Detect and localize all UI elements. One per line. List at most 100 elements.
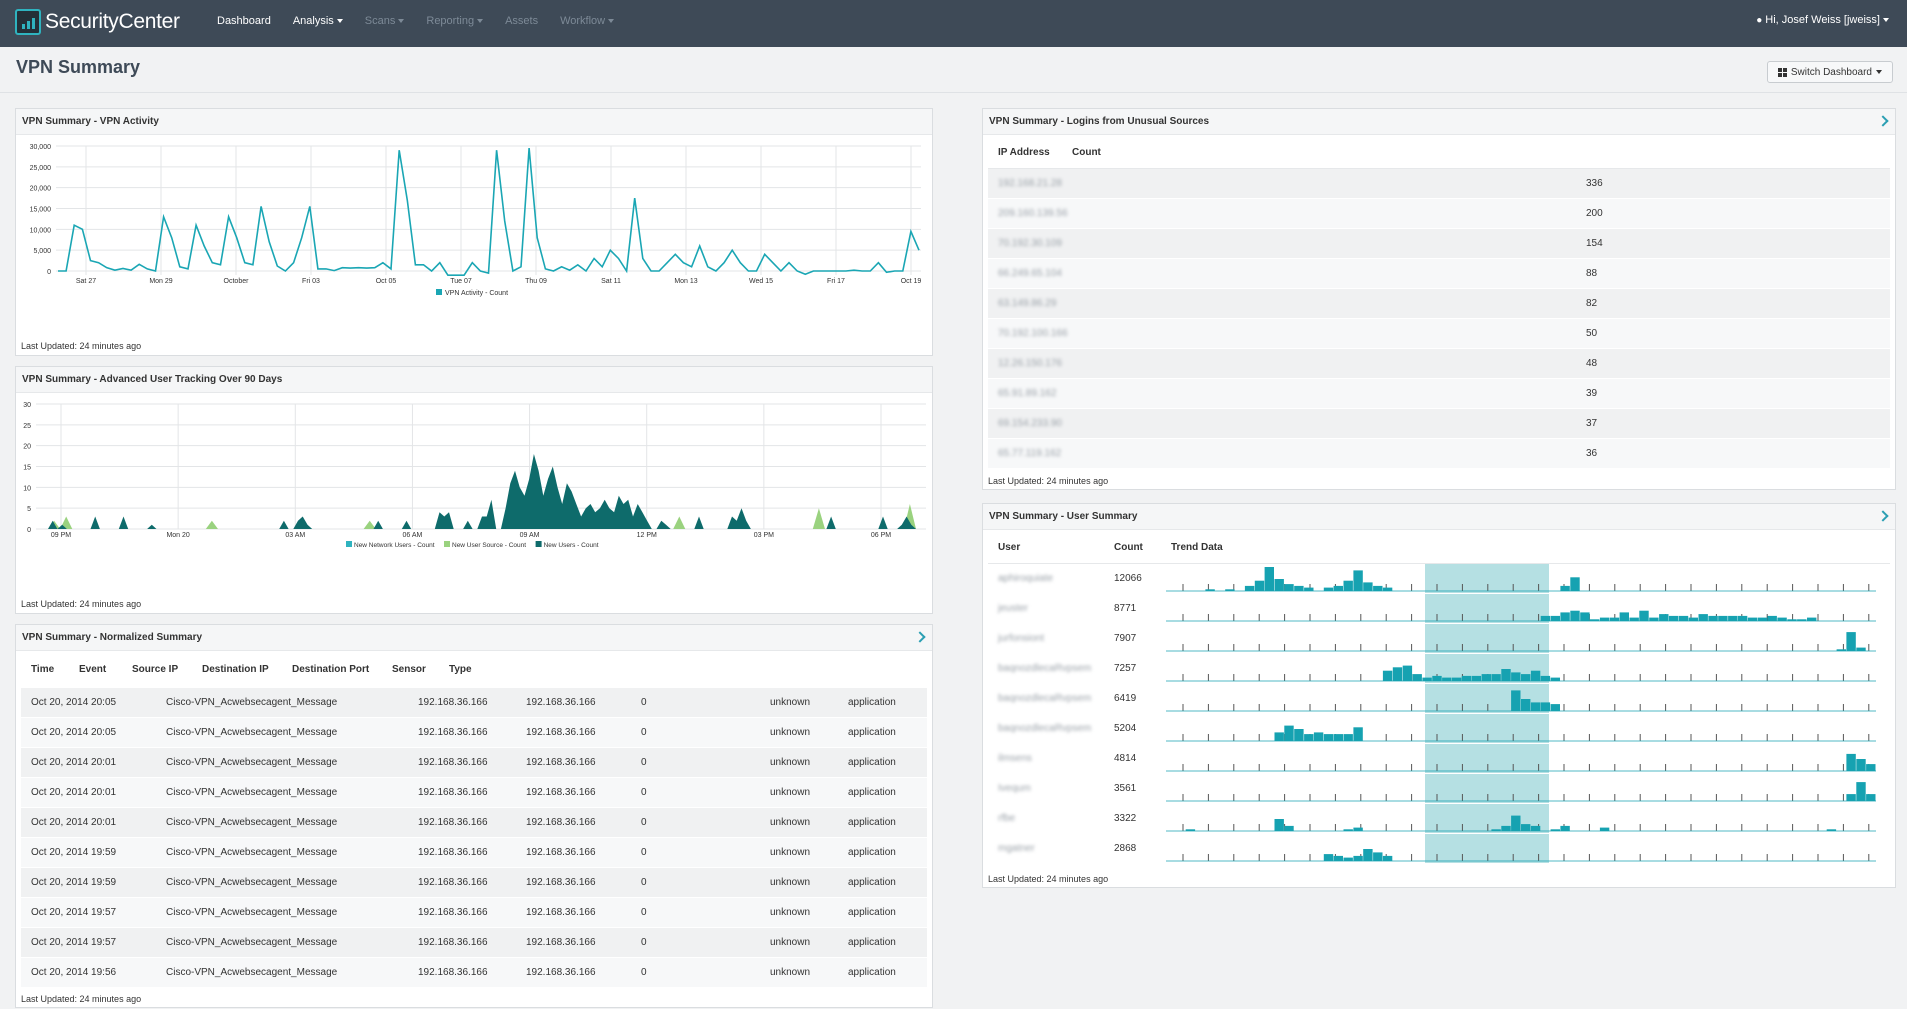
grid-icon	[1777, 67, 1787, 77]
col-trend-data[interactable]: Trend Data	[1171, 542, 1223, 553]
table-row[interactable]: Oct 20, 2014 19:59 Cisco-VPN_Acwebsecagen…	[21, 838, 927, 868]
user-cell: mgatner	[998, 843, 1035, 854]
chevron-right-icon[interactable]	[914, 631, 926, 643]
user-cell: baqnozdlecaRvpsem	[998, 663, 1092, 674]
table-row[interactable]: Oct 20, 2014 19:56 Cisco-VPN_Acwebsecagen…	[21, 958, 927, 988]
col-destination-ip[interactable]: Destination IP	[202, 664, 269, 675]
table-row[interactable]: baqnozdlecaRvpsem 6419	[988, 684, 1890, 714]
table-row[interactable]: Oct 20, 2014 19:57 Cisco-VPN_Acwebsecagen…	[21, 928, 927, 958]
x-tick-label: Thu 09	[525, 278, 547, 285]
trend-bar	[1708, 615, 1718, 621]
col-count[interactable]: Count	[1072, 147, 1101, 158]
table-header: Time Event Source IP Destination IP Dest…	[21, 651, 927, 688]
nav-reporting[interactable]: Reporting	[426, 15, 484, 27]
table-row[interactable]: 70.192.30.109 154	[988, 229, 1890, 259]
trend-bar	[1422, 677, 1432, 681]
col-destination-port[interactable]: Destination Port	[292, 664, 370, 675]
trend-bar	[1856, 759, 1866, 771]
trend-bar	[1619, 612, 1629, 621]
trend-sparkline	[1166, 753, 1876, 772]
count-cell: 5204	[1114, 723, 1137, 734]
trend-bar	[1629, 617, 1639, 621]
table-row[interactable]: 12.26.150.176 48	[988, 349, 1890, 379]
table-row[interactable]: 66.249.65.104 88	[988, 259, 1890, 289]
trend-bar	[1511, 815, 1521, 831]
count-cell: 36	[1586, 448, 1598, 459]
trend-bar	[1560, 585, 1570, 591]
table-cell: application	[848, 907, 896, 918]
nav-assets[interactable]: Assets	[505, 15, 538, 27]
table-row[interactable]: 65.77.119.162 36	[988, 439, 1890, 469]
trend-bar	[1284, 825, 1294, 831]
trend-bar	[1856, 647, 1866, 651]
app-logo[interactable]: SecurityCenter	[15, 9, 180, 35]
trend-bar	[1550, 615, 1560, 621]
table-row[interactable]: aphiroquiate 12066	[988, 564, 1890, 594]
switch-dashboard-button[interactable]: Switch Dashboard	[1766, 61, 1893, 83]
table-row[interactable]: 209.160.139.56 200	[988, 199, 1890, 229]
table-row[interactable]: jeuster 8771	[988, 594, 1890, 624]
trend-bar	[1540, 675, 1551, 681]
table-row[interactable]: Oct 20, 2014 19:59 Cisco-VPN_Acwebsecagen…	[21, 868, 927, 898]
last-updated: Last Updated: 24 minutes ago	[21, 341, 142, 351]
col-count[interactable]: Count	[1114, 542, 1143, 553]
table-row[interactable]: baqnozdlecaRvpsem 7257	[988, 654, 1890, 684]
col-sensor[interactable]: Sensor	[392, 664, 426, 675]
nav-scans[interactable]: Scans	[365, 15, 405, 27]
table-row[interactable]: 69.154.233.90 37	[988, 409, 1890, 439]
table-cell: 192.168.36.166	[526, 967, 596, 978]
table-row[interactable]: Ivequm 3561	[988, 774, 1890, 804]
table-row[interactable]: 63.149.86.29 82	[988, 289, 1890, 319]
table-cell: Oct 20, 2014 19:57	[31, 907, 117, 918]
user-tracking-panel: VPN Summary - Advanced User Tracking Ove…	[15, 366, 933, 614]
table-row[interactable]: Oct 20, 2014 20:01 Cisco-VPN_Acwebsecagen…	[21, 778, 927, 808]
col-source-ip[interactable]: Source IP	[132, 664, 179, 675]
table-row[interactable]: Oct 20, 2014 19:57 Cisco-VPN_Acwebsecagen…	[21, 898, 927, 928]
table-row[interactable]: Oct 20, 2014 20:01 Cisco-VPN_Acwebsecagen…	[21, 808, 927, 838]
table-row[interactable]: Oct 20, 2014 20:05 Cisco-VPN_Acwebsecagen…	[21, 688, 927, 718]
user-menu[interactable]: ● Hi, Josef Weiss [jweiss]	[1756, 14, 1889, 26]
trend-bar	[1392, 667, 1403, 681]
panel-title: VPN Summary - Logins from Unusual Source…	[983, 109, 1895, 135]
logo-icon	[15, 9, 41, 35]
col-time[interactable]: Time	[31, 664, 55, 675]
trend-bar	[1343, 734, 1353, 741]
table-row[interactable]: 65.91.89.162 39	[988, 379, 1890, 409]
legend-swatch	[436, 289, 442, 295]
table-row[interactable]: jurfonsiont 7907	[988, 624, 1890, 654]
caret-down-icon	[1883, 18, 1889, 22]
trend-bar	[1609, 617, 1620, 621]
table-row[interactable]: mgatner 2868	[988, 834, 1890, 864]
chevron-right-icon[interactable]	[1877, 115, 1889, 127]
table-row[interactable]: rfbe 3322	[988, 804, 1890, 834]
trend-bar	[1866, 794, 1876, 801]
ip-address-cell: 70.192.30.109	[998, 238, 1062, 249]
table-row[interactable]: baqnozdlecaRvpsem 5204	[988, 714, 1890, 744]
ip-address-cell: 65.91.89.162	[998, 388, 1057, 399]
trend-bar	[1373, 585, 1383, 591]
user-cell: aphiroquiate	[998, 573, 1054, 584]
count-cell: 48	[1586, 358, 1598, 369]
table-cell: 192.168.36.166	[526, 787, 596, 798]
table-cell: 192.168.36.166	[418, 697, 488, 708]
table-row[interactable]: ilmsens 4814	[988, 744, 1890, 774]
table-header: IP Address Count	[988, 135, 1890, 169]
col-type[interactable]: Type	[449, 664, 472, 675]
user-cell: ilmsens	[998, 753, 1032, 764]
trend-bar	[1363, 849, 1373, 861]
table-row[interactable]: Oct 20, 2014 20:01 Cisco-VPN_Acwebsecagen…	[21, 748, 927, 778]
col-event[interactable]: Event	[79, 664, 107, 675]
nav-dashboard[interactable]: Dashboard	[217, 15, 271, 27]
table-row[interactable]: Oct 20, 2014 20:05 Cisco-VPN_Acwebsecagen…	[21, 718, 927, 748]
table-row[interactable]: 192.168.21.28 336	[988, 169, 1890, 199]
y-tick-label: 30	[23, 402, 31, 409]
trend-bar	[1530, 670, 1541, 681]
chevron-right-icon[interactable]	[1877, 510, 1889, 522]
col-user[interactable]: User	[998, 542, 1021, 553]
table-row[interactable]: 70.192.100.166 50	[988, 319, 1890, 349]
col-ip-address[interactable]: IP Address	[998, 147, 1050, 158]
nav-analysis[interactable]: Analysis	[293, 15, 343, 27]
trend-bar	[1590, 619, 1600, 621]
nav-workflow[interactable]: Workflow	[560, 15, 615, 27]
table-cell: Oct 20, 2014 20:01	[31, 757, 117, 768]
